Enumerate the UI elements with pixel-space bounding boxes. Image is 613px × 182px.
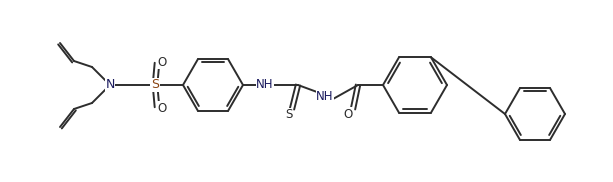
Text: O: O — [343, 108, 352, 120]
Text: N: N — [105, 78, 115, 92]
Text: O: O — [158, 102, 167, 114]
Text: NH: NH — [256, 78, 274, 90]
Text: O: O — [158, 56, 167, 68]
Text: S: S — [151, 78, 159, 92]
Text: S: S — [285, 108, 292, 122]
Text: NH: NH — [316, 90, 333, 104]
